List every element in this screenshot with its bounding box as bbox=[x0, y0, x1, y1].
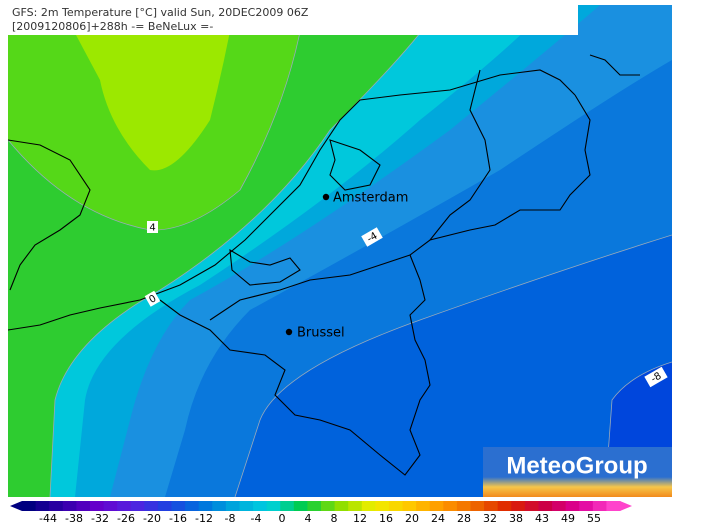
colorbar-tick-label: -12 bbox=[195, 512, 213, 525]
colorbar-segment bbox=[130, 501, 145, 511]
logo-box bbox=[483, 447, 672, 497]
colorbar-segment bbox=[497, 501, 512, 511]
colorbar-segment bbox=[117, 501, 132, 511]
colorbar-segment bbox=[552, 501, 567, 511]
colorbar-segment bbox=[293, 501, 308, 511]
colorbar-segment bbox=[144, 501, 159, 511]
colorbar-tick-label: -44 bbox=[39, 512, 57, 525]
logo-text: MeteoGroup bbox=[506, 452, 647, 479]
colorbar-segment bbox=[198, 501, 213, 511]
contour-label-box bbox=[644, 366, 668, 388]
colorbar-tick-label: 28 bbox=[457, 512, 471, 525]
colorbar-segment bbox=[524, 501, 539, 511]
city-dot bbox=[285, 328, 293, 336]
colorbar-tick-label: 8 bbox=[331, 512, 338, 525]
colorbar-segment bbox=[443, 501, 458, 511]
colorbar-tick-label: 16 bbox=[379, 512, 393, 525]
colorbar-arrow bbox=[620, 501, 632, 511]
colorbar-segment bbox=[470, 501, 485, 511]
colorbar-segment bbox=[89, 501, 105, 511]
colorbar-tick-label: -16 bbox=[169, 512, 187, 525]
colorbar-segment bbox=[103, 501, 118, 511]
logo: MeteoGroup bbox=[483, 447, 672, 497]
colorbar-segment bbox=[35, 501, 50, 511]
city-label: Amsterdam bbox=[333, 191, 408, 206]
colorbar-tick-label: 20 bbox=[405, 512, 419, 525]
colorbar-segment bbox=[225, 501, 240, 511]
contour-label-box bbox=[361, 227, 383, 247]
header-line: [2009120806]+288h -= BeNeLux =- bbox=[12, 20, 213, 33]
colorbar-segment bbox=[538, 501, 553, 511]
colorbar-segment bbox=[76, 501, 91, 511]
colorbar-tick-label: -26 bbox=[117, 512, 135, 525]
colorbar-segment bbox=[212, 501, 227, 511]
colorbar-segment bbox=[565, 501, 580, 511]
contour-label: -8 bbox=[649, 371, 663, 386]
colorbar-segment bbox=[429, 501, 444, 511]
colorbar-tick-label: -4 bbox=[251, 512, 262, 525]
colorbar-segment bbox=[266, 501, 281, 511]
colorbar-segment bbox=[253, 501, 268, 511]
colorbar-segment bbox=[416, 501, 431, 511]
colorbar-tick-label: 32 bbox=[483, 512, 497, 525]
colorbar-segment bbox=[307, 501, 322, 511]
colorbar-segment bbox=[606, 501, 621, 511]
contour-labels: 4 0 -4 -8 bbox=[144, 221, 668, 388]
colorbar-tick-label: 0 bbox=[279, 512, 286, 525]
colorbar-segment bbox=[321, 501, 336, 511]
colorbar-segment bbox=[511, 501, 526, 511]
header-box bbox=[8, 5, 578, 35]
contour-label: 4 bbox=[149, 223, 155, 234]
colorbar: -44 -38 -32 -26 -20 -16 -12 -8 -4 0 4 8 12 16 20 24 28 32… bbox=[10, 501, 632, 525]
temperature-field bbox=[8, 5, 672, 497]
header-line: GFS: 2m Temperature [°C] valid Sun, 20DE… bbox=[12, 6, 309, 19]
colorbar-tick-label: 38 bbox=[509, 512, 523, 525]
coastlines bbox=[8, 54, 640, 476]
colorbar-segment bbox=[334, 501, 349, 511]
colorbar-segment bbox=[185, 501, 200, 511]
colorbar-tick-label: -32 bbox=[91, 512, 109, 525]
contour-label: -4 bbox=[365, 231, 379, 246]
colorbar-tick-label: -20 bbox=[143, 512, 161, 525]
colorbar-segment bbox=[239, 501, 254, 511]
colorbar-tick-label: -8 bbox=[225, 512, 236, 525]
colorbar-tick-label: 4 bbox=[305, 512, 312, 525]
colorbar-segment bbox=[49, 501, 64, 511]
colorbar-tick-label: 49 bbox=[561, 512, 575, 525]
colorbar-segment bbox=[456, 501, 471, 511]
colorbar-segment bbox=[579, 501, 594, 511]
colorbar-segment bbox=[62, 501, 77, 511]
colorbar-segment bbox=[171, 501, 186, 511]
colorbar-tick-label: 12 bbox=[353, 512, 367, 525]
colorbar-segment bbox=[22, 501, 37, 511]
colorbar-segment bbox=[402, 501, 417, 511]
city-dot bbox=[322, 193, 330, 201]
header: GFS: 2m Temperature [°C] valid Sun, 20DE… bbox=[8, 5, 578, 35]
colorbar-arrow bbox=[10, 501, 22, 511]
colorbar-segment bbox=[375, 501, 390, 511]
colorbar-segment bbox=[280, 501, 295, 511]
colorbar-tick-label: -38 bbox=[65, 512, 83, 525]
city-markers: Amsterdam Brussel bbox=[285, 191, 408, 341]
contour-label-box bbox=[144, 290, 161, 307]
colorbar-segment bbox=[348, 501, 363, 511]
contour-label: 0 bbox=[147, 293, 158, 306]
colorbar-segment bbox=[388, 501, 404, 511]
colorbar-segment bbox=[484, 501, 499, 511]
colorbar-segment bbox=[157, 501, 172, 511]
colorbar-tick-label: 24 bbox=[431, 512, 445, 525]
contour-label-box bbox=[147, 221, 158, 233]
city-label: Brussel bbox=[297, 326, 345, 341]
colorbar-segment bbox=[592, 501, 607, 511]
colorbar-tick-label: 55 bbox=[587, 512, 601, 525]
colorbar-tick-label: 43 bbox=[535, 512, 549, 525]
colorbar-segment bbox=[361, 501, 376, 511]
